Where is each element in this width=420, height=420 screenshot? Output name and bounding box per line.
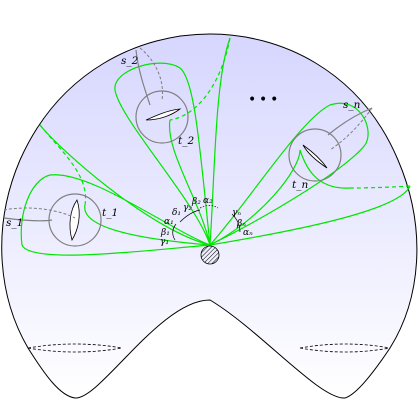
angle-label-alphan: αₙ [243,228,253,238]
angle-label-beta2: β₂ [191,197,201,207]
loop-alphan [209,102,369,246]
meridian-sn-hidden [329,107,373,151]
angle-label-beta1: β₁ [160,228,170,238]
handle-hole-1 [69,199,80,242]
ellipsis-dots: • • • [248,92,278,108]
label-t2: t_2 [178,135,194,147]
angle-label-delta1: δ₁ [172,208,181,218]
angle-label-gamman: γₙ [232,208,241,218]
base-puncture [200,245,220,265]
handle-1: s_1 t_1 [3,193,118,247]
boundary-circle-left [27,343,123,353]
angle-label-betan: βₙ [236,219,246,229]
label-t1: t_1 [102,207,118,219]
loop-beta1 [20,174,211,256]
loop-alpha1-return [84,204,211,246]
angle-label-gamma1: γ₁ [160,237,169,247]
boundary-circle-right [299,343,391,353]
surface-body [1,33,418,399]
handle-hole-n [302,144,328,169]
angle-label-gamma2: γ₂ [183,203,192,213]
meridian-s1 [3,217,53,222]
meridian-s1-hidden [3,207,76,219]
angle-labels: γ₁ β₁ α₁ δ₁ γ₂ β₂ α₂ γₙ βₙ αₙ [160,196,253,247]
loop-betan-hidden [349,185,411,189]
label-tn: t_n [292,179,308,191]
meridian-s2 [135,49,151,106]
loop-betan-return [209,185,411,246]
loop-beta2-hidden [169,37,231,121]
label-sn: s_n [343,99,361,111]
handle-n: s_n t_n [288,99,373,191]
label-s2: s_2 [121,55,139,67]
loop-beta2-return [168,119,211,246]
angle-label-alpha1: α₁ [164,217,174,227]
label-s1: s_1 [6,217,23,229]
handle-2: s_2 t_2 [121,47,194,147]
handle-circle-t2 [135,90,189,144]
green-curves [20,37,411,256]
handle-circle-tn [288,128,342,182]
angle-arcs [172,205,241,241]
handle-hole-2 [145,108,182,121]
loop-beta2 [209,37,231,246]
loop-betan [209,149,351,246]
angle-label-alpha2: α₂ [203,196,213,206]
meridian-sn [327,107,373,136]
